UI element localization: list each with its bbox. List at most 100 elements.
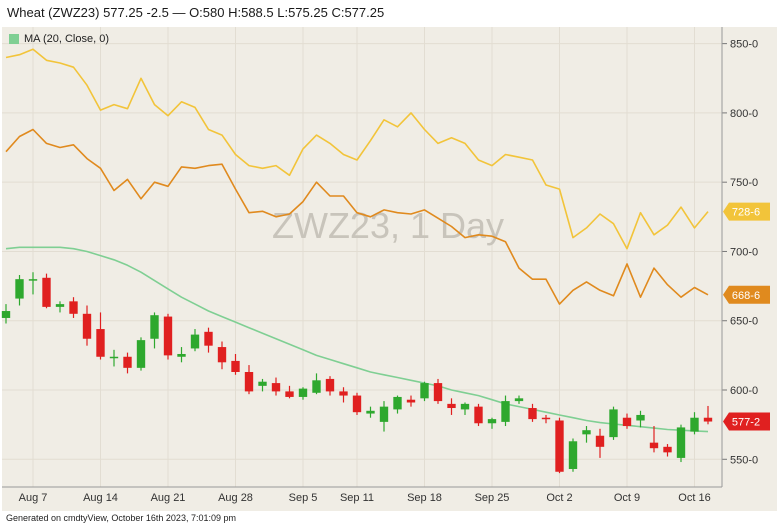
candle[interactable] [298, 387, 308, 400]
candle-body [190, 334, 200, 349]
candle-body [663, 446, 672, 453]
candle[interactable] [568, 438, 578, 472]
x-tick-label: Sep 25 [475, 492, 510, 504]
candle[interactable] [325, 376, 335, 396]
candle[interactable] [595, 428, 605, 458]
y-tick-label: 550-0 [730, 454, 758, 466]
candle[interactable] [285, 385, 294, 399]
candle-body [622, 417, 632, 427]
candle-body [406, 399, 416, 403]
candle-body [474, 406, 483, 424]
candle-body [487, 419, 497, 424]
candle[interactable] [123, 352, 132, 374]
x-tick-label: Aug 7 [19, 492, 48, 504]
candle[interactable] [703, 405, 713, 425]
candle[interactable] [69, 297, 78, 318]
candle[interactable] [150, 312, 159, 349]
x-tick-label: Aug 14 [83, 492, 118, 504]
candle-body [109, 356, 119, 359]
candle[interactable] [406, 395, 416, 407]
candle[interactable] [447, 398, 456, 415]
candle-body [582, 430, 591, 435]
chart-watermark: ZWZ23, 1 Day [272, 205, 504, 246]
candle-body [82, 313, 92, 339]
candle[interactable] [609, 406, 618, 440]
candle-body [636, 414, 645, 421]
axis-background [722, 27, 777, 487]
y-tick-label: 850-0 [730, 39, 758, 51]
candle[interactable] [379, 401, 389, 432]
candle[interactable] [190, 329, 200, 352]
candle-body [447, 403, 456, 409]
candle[interactable] [460, 402, 470, 415]
candle[interactable] [501, 395, 510, 427]
candle[interactable] [204, 327, 213, 353]
candle[interactable] [663, 444, 672, 457]
candle[interactable] [163, 313, 173, 360]
candle[interactable] [82, 305, 92, 346]
candle[interactable] [96, 312, 105, 360]
candle[interactable] [312, 373, 321, 395]
candle[interactable] [55, 301, 65, 313]
candle[interactable] [109, 349, 119, 367]
candle-body [163, 316, 173, 356]
candle-body [420, 383, 429, 399]
candle[interactable] [649, 426, 659, 453]
candle[interactable] [474, 403, 483, 427]
candle-body [595, 435, 605, 447]
candle-body [15, 279, 24, 299]
candle[interactable] [487, 417, 497, 429]
candle[interactable] [15, 275, 24, 306]
candle-body [244, 372, 254, 392]
candle-body [690, 417, 699, 432]
x-tick-label: Oct 9 [614, 492, 640, 504]
candle[interactable] [433, 378, 443, 404]
candle-body [1, 311, 11, 318]
candle[interactable] [271, 377, 281, 396]
candle[interactable] [28, 272, 38, 295]
candle-body [204, 331, 213, 346]
candle-body [609, 409, 618, 438]
candle-body [285, 391, 294, 397]
y-tick-label: 650-0 [730, 316, 758, 328]
candle[interactable] [420, 381, 429, 402]
candle[interactable] [339, 387, 348, 403]
candle-body [352, 395, 362, 413]
candle-body [271, 383, 281, 392]
candle[interactable] [1, 304, 11, 324]
candle[interactable] [42, 273, 51, 309]
candle[interactable] [541, 414, 551, 424]
candle[interactable] [136, 337, 146, 371]
candle[interactable] [258, 378, 267, 392]
candle-body [393, 396, 402, 410]
y-tick-label: 800-0 [730, 108, 758, 120]
candle[interactable] [177, 347, 186, 363]
candle[interactable] [514, 395, 524, 404]
candle[interactable] [622, 413, 632, 429]
candle[interactable] [244, 365, 254, 395]
y-tick-label: 700-0 [730, 246, 758, 258]
legend-label: MA (20, Close, 0) [24, 33, 109, 45]
candle[interactable] [366, 406, 375, 418]
candle-body [150, 315, 159, 339]
price-tag: 728-6 [723, 202, 770, 221]
x-tick-label: Aug 28 [218, 492, 253, 504]
candle[interactable] [231, 353, 240, 375]
candle[interactable] [676, 424, 686, 463]
candle-body [568, 441, 578, 469]
candle[interactable] [352, 392, 362, 415]
candle[interactable] [555, 417, 564, 474]
candle[interactable] [393, 395, 402, 414]
chart-legend[interactable]: MA (20, Close, 0) [9, 33, 109, 45]
candle[interactable] [528, 403, 537, 422]
candle-body [501, 401, 510, 422]
candle[interactable] [690, 412, 699, 435]
candle[interactable] [217, 341, 227, 370]
candle-body [676, 427, 686, 458]
candle[interactable] [636, 410, 645, 428]
x-tick-label: Aug 21 [151, 492, 186, 504]
candle-body [703, 417, 713, 422]
candle-body [231, 360, 240, 372]
candle[interactable] [582, 426, 591, 443]
